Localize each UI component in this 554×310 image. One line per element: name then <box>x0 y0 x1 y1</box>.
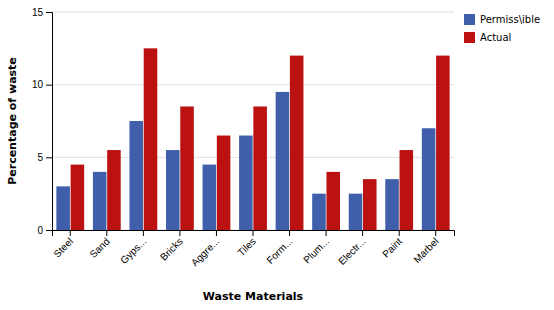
bar <box>349 194 363 230</box>
tick-mark <box>143 230 144 236</box>
bar <box>290 56 304 230</box>
bar <box>436 56 450 230</box>
tick-label: Bricks <box>158 236 185 263</box>
tick-label: 5 <box>37 152 43 163</box>
tick-label: 10 <box>32 79 44 90</box>
bar <box>312 194 326 230</box>
x-tick: Tiles <box>235 230 257 258</box>
bar <box>363 179 377 230</box>
tick-label: Plum... <box>301 236 331 266</box>
bar <box>422 128 436 230</box>
bar <box>253 106 267 230</box>
tick-mark <box>216 230 217 236</box>
tick-label: Steel <box>51 236 75 260</box>
legend-label: Permiss\ible <box>480 14 540 25</box>
tick-label: Tiles <box>235 236 257 258</box>
axis-line <box>53 231 455 237</box>
bar <box>93 172 107 230</box>
tick-label: 0 <box>37 225 43 236</box>
x-tick: Steel <box>51 230 75 260</box>
x-tick: Electr... <box>336 230 367 267</box>
grid <box>52 12 454 230</box>
marks <box>56 48 449 230</box>
x-tick: Form... <box>264 230 294 266</box>
bar <box>180 106 194 230</box>
legend-item: Actual <box>464 32 511 43</box>
x-tick: Gyps... <box>118 230 148 266</box>
tick-mark <box>253 230 254 236</box>
axis-line <box>46 13 53 231</box>
x-tick: Plum... <box>301 230 331 265</box>
tick-mark <box>106 230 107 236</box>
tick-label: Sand <box>87 236 111 260</box>
y-axis: 0 5 10 15 <box>32 7 53 236</box>
grid-line <box>52 12 454 13</box>
tick-mark <box>46 12 52 13</box>
x-tick: Paint <box>380 230 404 260</box>
bar <box>71 165 85 230</box>
x-tick: Sand <box>87 230 111 260</box>
x-axis: Steel Sand Gyps... BricksAggre... Tiles Form.… <box>51 230 454 268</box>
bar <box>217 136 231 230</box>
tick-mark <box>326 230 327 236</box>
legend-label: Actual <box>480 32 511 43</box>
tick-label: Paint <box>380 236 404 260</box>
x-tick: Bricks <box>158 230 185 263</box>
legend-item: Permiss\ible <box>464 14 540 25</box>
bar <box>56 186 70 230</box>
bar <box>400 150 414 230</box>
tick-mark <box>46 230 52 231</box>
bar <box>129 121 143 230</box>
tick-label: 15 <box>32 7 44 18</box>
plot: 0 5 10 15 Steel Sand Gyps... BricksAggre... Tile… <box>6 7 540 303</box>
bar <box>144 48 158 230</box>
bar <box>239 136 253 230</box>
tick-mark <box>362 230 363 236</box>
tick-label: Marbel <box>411 236 440 265</box>
bar <box>326 172 340 230</box>
tick-mark <box>70 230 71 236</box>
grid-line <box>52 84 454 85</box>
bar <box>166 150 180 230</box>
tick-label: Electr... <box>336 236 367 267</box>
bar <box>385 179 399 230</box>
y-tick: 10 <box>32 79 52 90</box>
tick-mark <box>179 230 180 236</box>
tick-mark <box>46 85 52 86</box>
tick-mark <box>399 230 400 236</box>
x-tick: Marbel <box>411 230 440 265</box>
tick-mark <box>435 230 436 236</box>
tick-label: Form... <box>264 236 294 266</box>
bar <box>276 92 290 230</box>
legend-swatch <box>464 32 475 43</box>
tick-label: Aggre... <box>189 236 222 269</box>
tick-mark <box>46 157 52 158</box>
bar-series <box>56 92 435 230</box>
y-tick: 15 <box>32 7 52 18</box>
chart: 0 5 10 15 Steel Sand Gyps... BricksAggre... Tile… <box>0 0 554 310</box>
bar <box>203 165 217 230</box>
legend-swatch <box>464 14 475 25</box>
y-axis-title: Percentage of waste <box>6 57 19 185</box>
tick-mark <box>289 230 290 236</box>
bar-series <box>71 48 450 230</box>
tick-label: Gyps... <box>118 236 148 266</box>
x-axis-title: Waste Materials <box>203 290 304 303</box>
y-tick: 0 <box>37 225 52 236</box>
y-tick: 5 <box>37 152 52 163</box>
legend: Permiss\ible Actual <box>464 14 540 43</box>
x-tick: Aggre... <box>189 230 222 268</box>
bar <box>107 150 121 230</box>
